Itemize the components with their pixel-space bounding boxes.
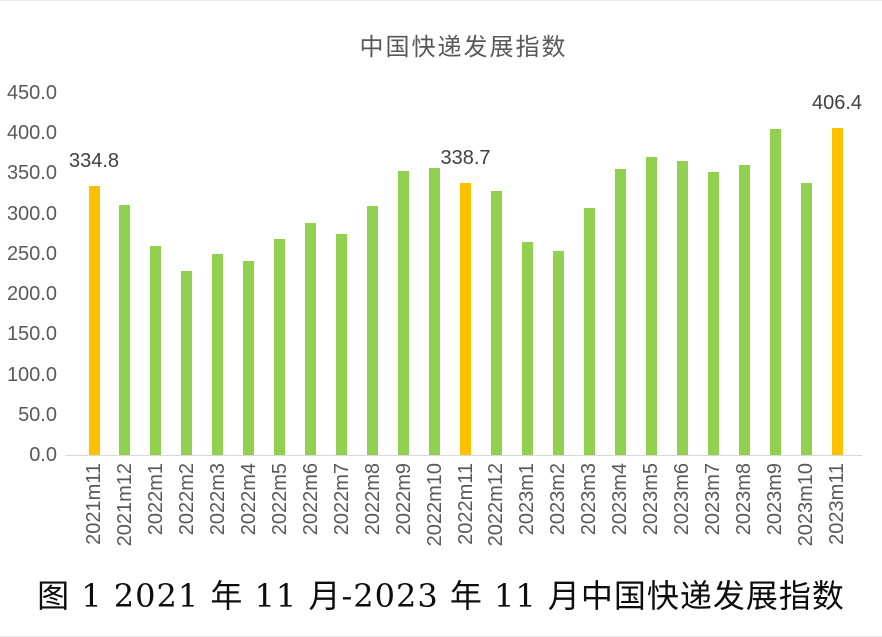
bar-2023m1 — [521, 242, 533, 455]
x-tick-label: 2023m6 — [671, 463, 694, 536]
x-tick-label: 2022m7 — [330, 463, 353, 536]
x-tick-label: 2023m7 — [702, 463, 725, 536]
bar-2023m7 — [707, 172, 719, 455]
y-tick-label: 450.0 — [6, 82, 57, 104]
x-tick-label: 2023m10 — [795, 463, 818, 547]
bar-2023m2 — [552, 251, 564, 455]
x-tick-label: 2023m4 — [609, 463, 632, 536]
x-tick-label: 2022m12 — [485, 463, 508, 547]
y-tick-label: 0.0 — [29, 444, 57, 466]
bar-2023m4 — [614, 169, 626, 455]
bar-2022m7 — [336, 234, 348, 455]
x-tick-label: 2023m2 — [547, 463, 570, 536]
bar-2022m4 — [243, 261, 255, 455]
bar-2022m5 — [274, 239, 286, 455]
bar-2023m8 — [738, 165, 750, 455]
x-tick-label: 2022m10 — [423, 463, 446, 547]
y-tick-label: 150.0 — [6, 323, 57, 346]
y-tick-label: 100.0 — [6, 363, 57, 386]
y-tick-label: 200.0 — [6, 283, 57, 306]
x-tick-label: 2021m12 — [113, 463, 136, 547]
x-tick-label: 2022m1 — [144, 463, 167, 536]
x-tick-label: 2022m11 — [454, 463, 477, 545]
bar-2022m10 — [429, 168, 441, 455]
bar-2022m1 — [150, 246, 162, 455]
x-tick-label: 2023m11 — [826, 463, 849, 545]
bar-value-label: 334.8 — [68, 149, 120, 172]
x-tick-label: 2022m8 — [361, 463, 384, 536]
bar-value-label: 338.7 — [440, 146, 491, 169]
figure-caption: 图 1 2021 年 11 月-2023 年 11 月中国快递发展指数 — [37, 577, 845, 615]
bar-2023m5 — [645, 157, 657, 455]
bar-2022m12 — [490, 191, 502, 455]
x-tick-label: 2023m1 — [516, 463, 539, 536]
x-tick-label: 2021m11 — [83, 463, 105, 545]
plot-area: 0.0 50.0 100.0 150.0 200.0 250.0 300.0 350.0 400… — [0, 1, 882, 571]
x-tick-label: 2023m8 — [733, 463, 756, 536]
bar-2022m11 — [460, 183, 472, 455]
bar-2022m3 — [212, 254, 224, 455]
y-tick-label: 400.0 — [6, 122, 57, 145]
bar-2022m8 — [367, 206, 379, 455]
x-tick-label: 2022m2 — [175, 463, 198, 536]
y-tick-label: 300.0 — [6, 202, 57, 225]
bar-2021m11 — [88, 186, 100, 455]
y-tick-label: 50.0 — [18, 403, 57, 426]
x-axis-line — [65, 455, 862, 456]
x-tick-label: 2023m3 — [578, 463, 601, 536]
x-tick-label: 2023m9 — [764, 463, 787, 536]
bar-2023m10 — [800, 183, 812, 455]
bar-2022m9 — [398, 171, 410, 455]
bar-2022m6 — [305, 223, 317, 455]
bar-2023m9 — [769, 129, 781, 455]
x-tick-label: 2022m9 — [392, 463, 415, 536]
x-tick-label: 2022m5 — [268, 463, 291, 536]
bar-2021m12 — [119, 205, 131, 455]
bar-2022m2 — [181, 271, 193, 455]
bar-value-label: 406.4 — [812, 92, 863, 115]
x-tick-label: 2023m5 — [640, 463, 663, 536]
y-tick-label: 350.0 — [6, 162, 57, 185]
bar-2023m6 — [676, 161, 688, 455]
chart-title: 中国快递发展指数 — [359, 33, 568, 61]
x-tick-label: 2022m3 — [206, 463, 229, 536]
x-tick-label: 2022m6 — [299, 463, 322, 536]
bar-2023m11 — [831, 128, 843, 455]
y-tick-label: 250.0 — [6, 242, 57, 265]
x-tick-label: 2022m4 — [237, 463, 260, 536]
bar-2023m3 — [583, 208, 595, 455]
